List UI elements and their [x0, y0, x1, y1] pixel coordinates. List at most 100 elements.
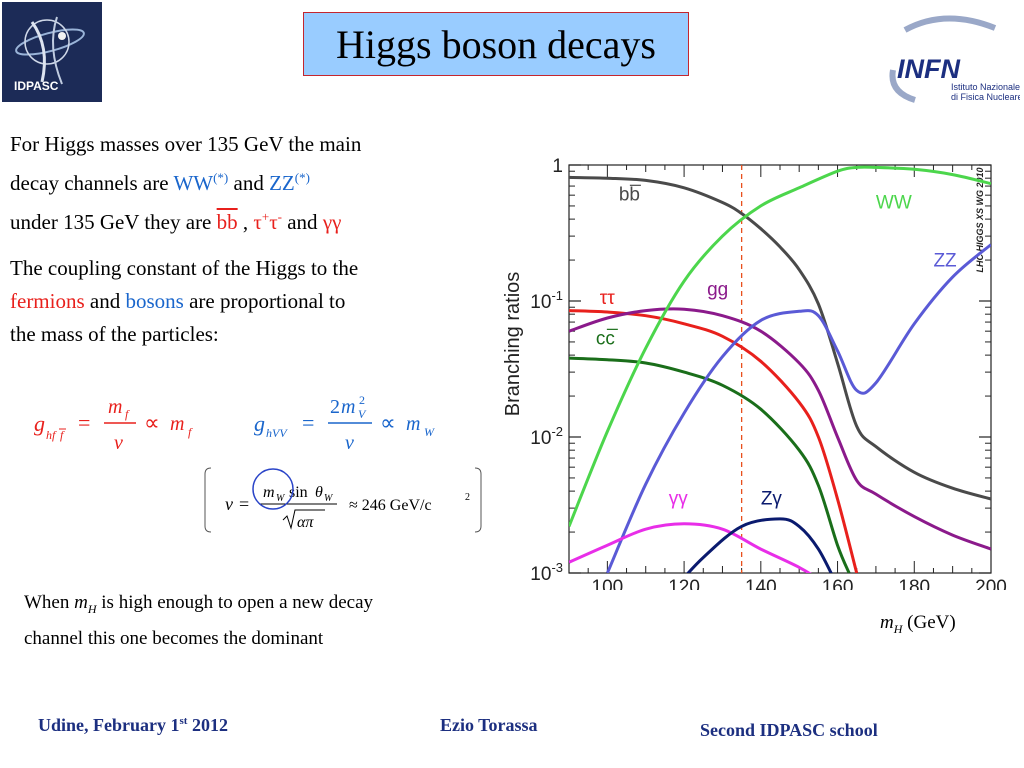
svg-text:m: m [170, 413, 184, 435]
x-tick-label: 160 [822, 577, 854, 590]
boson-coupling-graphic: g hVV = 2 m V 2 v ∝ m W [254, 393, 435, 454]
x-axis-label-sub: H [893, 621, 903, 636]
zz-text: ZZ [269, 171, 295, 195]
vev-formula-graphic: v = m W sin θ W απ ≈ 246 GeV/c 2 [204, 467, 482, 533]
series-line-bb [569, 175, 991, 501]
title-box: Higgs boson decays [303, 12, 689, 76]
footer-date: Udine, February 1st 2012 [38, 715, 228, 736]
svg-text:g: g [34, 411, 45, 436]
x-tick-label: 100 [592, 577, 624, 590]
svg-text:f: f [188, 425, 193, 439]
boson-coupling-formula: g hVV = 2 m V 2 v ∝ m W [250, 388, 450, 458]
y-tick-label: 10-2 [530, 424, 563, 449]
y-tick-label: 10-1 [530, 288, 563, 313]
svg-text:∝: ∝ [144, 410, 160, 435]
x-tick-label: 120 [668, 577, 700, 590]
svg-text:2: 2 [359, 393, 365, 407]
svg-text:sin: sin [289, 484, 308, 501]
note-mh-sub: H [87, 601, 97, 616]
infn-logo-text: INFN [897, 54, 960, 84]
idpasc-logo: IDPASC [2, 2, 102, 102]
x-axis-label-unit: (GeV) [902, 612, 956, 633]
series-line-ZZ [606, 243, 991, 573]
p2-and: and [84, 289, 126, 313]
ww-sup: (*) [213, 170, 229, 185]
svg-text:v: v [345, 432, 354, 454]
series-line-Zγ [686, 517, 833, 573]
infn-logo-graphic: INFN Istituto Nazionale di Fisica Nuclea… [889, 15, 1023, 103]
y-tick-label: 10-3 [530, 560, 563, 585]
svg-text:f: f [125, 407, 130, 421]
svg-text:m: m [341, 396, 355, 418]
fermion-coupling-graphic: g hf f = m f v ∝ m f [34, 396, 193, 454]
series-label: Zγ [761, 488, 783, 509]
footer-date-sup: st [179, 715, 188, 727]
fermions-text: fermions [10, 289, 85, 313]
infn-logo: INFN Istituto Nazionale di Fisica Nuclea… [885, 10, 1023, 105]
p1-line3-start: under 135 GeV they are [10, 210, 217, 234]
ww-text: WW [173, 171, 214, 195]
series-label: γγ [669, 488, 689, 509]
slide-title: Higgs boson decays [336, 22, 656, 67]
highlight-circle [252, 468, 294, 510]
svg-text:απ: απ [297, 514, 314, 531]
chart-watermark: LHC HIGGS XS WG 2010 [975, 167, 985, 272]
tau-plus-sup: + [261, 209, 270, 224]
comma-text: , [237, 210, 254, 234]
svg-text:f: f [60, 428, 65, 442]
paragraph-decay-channels: For Higgs masses over 135 GeV the main d… [10, 128, 495, 239]
svg-text:m: m [108, 396, 122, 418]
tau-minus-sup: - [277, 209, 282, 224]
series-label: cc [596, 328, 615, 349]
x-axis-label: mH (GeV) [880, 612, 956, 637]
x-tick-label: 140 [745, 577, 777, 590]
zz-sup: (*) [294, 170, 310, 185]
y-tick-label: 1 [552, 156, 563, 177]
x-tick-label: 180 [898, 577, 930, 590]
note-line1-start: When [24, 592, 75, 613]
svg-text:W: W [424, 425, 435, 439]
series-line-WW [569, 165, 991, 527]
svg-text:hVV: hVV [266, 426, 288, 440]
vev-value: ≈ 246 GeV/c [349, 497, 432, 514]
bb-text: bb [216, 210, 238, 234]
branching-ratio-plot: 1 10-1 10-2 10-3 100 120 140 160 180 200 Branching… [502, 156, 1007, 598]
svg-text:∝: ∝ [380, 410, 396, 435]
idpasc-logo-text: IDPASC [14, 79, 59, 93]
p2-line2: fermions and bosons are proportional to [10, 285, 495, 318]
footer-school: Second IDPASC school [700, 720, 878, 740]
branching-ratio-chart: 1 10-1 10-2 10-3 100 120 140 160 180 200 Branching… [494, 150, 1010, 598]
svg-text:m: m [406, 413, 420, 435]
footer-date-b: 2012 [187, 715, 228, 735]
svg-text:v: v [225, 494, 233, 514]
gamma-gamma-text: γγ [322, 210, 342, 234]
svg-text:g: g [254, 411, 265, 436]
svg-text:=: = [239, 494, 249, 514]
svg-text:=: = [78, 410, 90, 435]
svg-text:hf: hf [46, 428, 57, 442]
p2-line1: The coupling constant of the Higgs to th… [10, 256, 359, 280]
p1-line3: under 135 GeV they are bb , τ+τ- and γγ [10, 200, 495, 239]
x-tick-label: 200 [975, 577, 1007, 590]
tau-plus: τ [253, 210, 262, 234]
note-mh: m [74, 592, 88, 613]
infn-logo-sub2: di Fisica Nucleare [951, 92, 1020, 102]
series-label: ττ [600, 288, 616, 309]
svg-text:v: v [114, 432, 123, 454]
p2-line3: the mass of the particles: [10, 322, 219, 346]
tau-minus: τ [269, 210, 278, 234]
bosons-text: bosons [125, 289, 184, 313]
y-axis-label: Branching ratios [502, 272, 524, 417]
p1-line1: For Higgs masses over 135 GeV the main [10, 132, 362, 156]
x-axis-label-m: m [880, 612, 894, 633]
series-label: ZZ [933, 250, 957, 271]
infn-logo-sub1: Istituto Nazionale [951, 82, 1020, 92]
footer-author: Ezio Torassa [440, 715, 538, 735]
series-line-gg [569, 307, 991, 551]
note-line1: When mH is high enough to open a new dec… [24, 588, 504, 624]
note-line2: channel this one becomes the dominant [24, 627, 324, 649]
footer-date-a: Udine, February 1 [38, 715, 180, 735]
note-line1-end: is high enough to open a new decay [96, 592, 374, 613]
p1-line2: decay channels are WW(*) and ZZ(*) [10, 161, 495, 200]
series-label: gg [707, 279, 728, 300]
